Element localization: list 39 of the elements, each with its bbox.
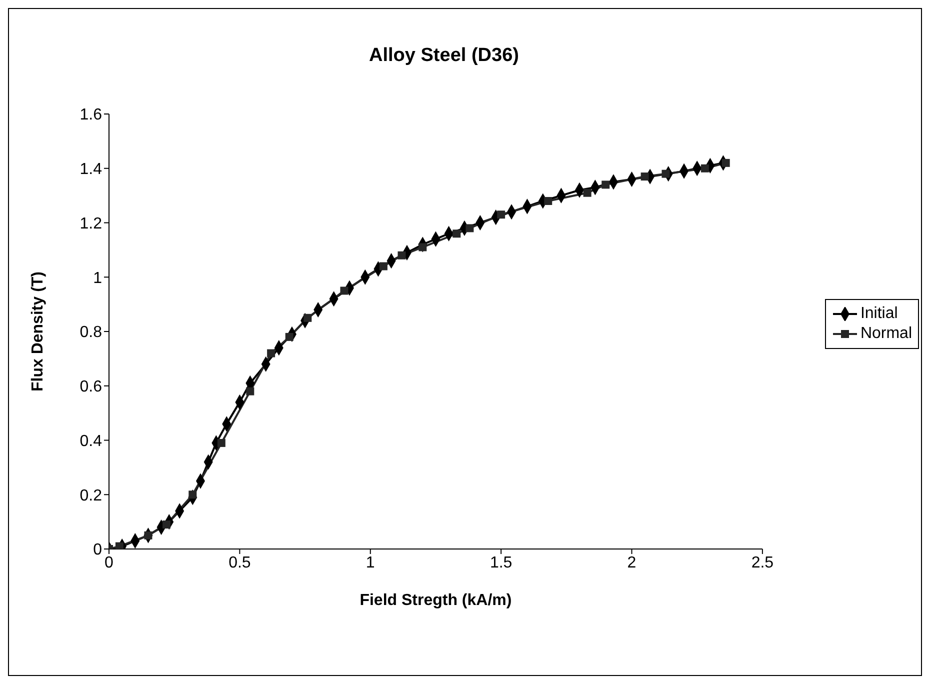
x-tick-label: 1 [366,554,375,572]
y-tick-label: 1.6 [80,106,102,124]
point [267,349,276,358]
point [246,387,254,396]
y-tick-label: 0.2 [80,487,102,504]
point [466,224,474,232]
point [379,262,388,270]
point [662,170,670,178]
x-axis-title: Field Stregth (kA/m) [360,592,512,609]
y-tick-label: 0.6 [80,378,102,396]
chart-title: Alloy Steel (D36) [368,45,520,67]
y-tick-label: 0.8 [80,324,102,342]
x-tick-label: 2.5 [751,554,774,572]
point [452,230,461,238]
x-tick-label: 0 [104,554,114,572]
point [217,438,226,447]
y-tick-label: 0 [93,542,102,559]
x-tick-label: 0.5 [228,554,251,572]
legend-label: Normal [860,325,912,343]
point [340,286,348,295]
y-tick-label: 1 [93,270,102,287]
x-tick-label: 1.5 [490,554,512,572]
point [115,542,124,549]
y-tick-label: 1.2 [80,215,102,232]
point [285,332,294,341]
point [602,180,610,189]
y-tick-label: 1.4 [80,161,102,178]
point [398,251,406,260]
y-tick-label: 0.4 [80,432,102,450]
x-tick-label: 2 [627,554,636,572]
point [544,197,552,205]
point [640,172,649,181]
point [700,164,709,172]
point [497,210,506,219]
legend-label: Initial [860,305,898,323]
y-axis-title: Flux Density (T) [30,271,47,392]
point [583,188,592,197]
point [304,314,312,322]
point [722,158,730,167]
